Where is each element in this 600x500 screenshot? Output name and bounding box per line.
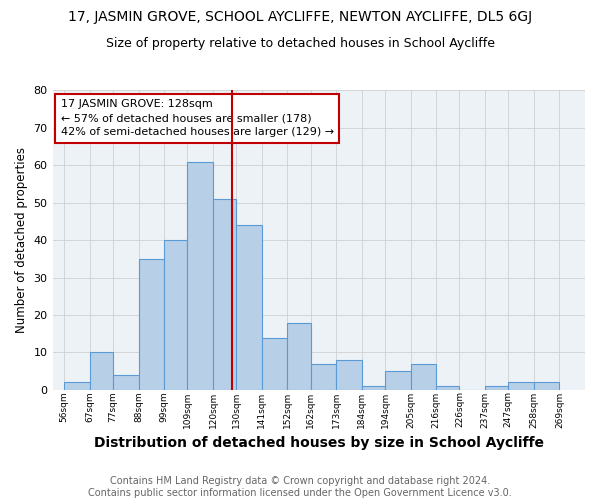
Bar <box>362 386 385 390</box>
Bar <box>64 382 90 390</box>
Bar <box>90 352 113 390</box>
Text: Size of property relative to detached houses in School Aycliffe: Size of property relative to detached ho… <box>106 38 494 51</box>
Bar <box>262 338 287 390</box>
Bar <box>164 240 187 390</box>
Bar <box>287 322 311 390</box>
Bar <box>508 382 534 390</box>
X-axis label: Distribution of detached houses by size in School Aycliffe: Distribution of detached houses by size … <box>94 436 544 450</box>
Bar <box>113 375 139 390</box>
Bar <box>187 162 213 390</box>
Bar <box>213 199 236 390</box>
Bar <box>311 364 336 390</box>
Bar <box>485 386 508 390</box>
Bar <box>436 386 460 390</box>
Bar <box>236 225 262 390</box>
Bar <box>336 360 362 390</box>
Bar <box>410 364 436 390</box>
Bar <box>139 259 164 390</box>
Bar <box>385 371 410 390</box>
Text: 17 JASMIN GROVE: 128sqm
← 57% of detached houses are smaller (178)
42% of semi-d: 17 JASMIN GROVE: 128sqm ← 57% of detache… <box>61 100 334 138</box>
Text: Contains HM Land Registry data © Crown copyright and database right 2024.
Contai: Contains HM Land Registry data © Crown c… <box>88 476 512 498</box>
Bar <box>534 382 559 390</box>
Text: 17, JASMIN GROVE, SCHOOL AYCLIFFE, NEWTON AYCLIFFE, DL5 6GJ: 17, JASMIN GROVE, SCHOOL AYCLIFFE, NEWTO… <box>68 10 532 24</box>
Y-axis label: Number of detached properties: Number of detached properties <box>15 147 28 333</box>
